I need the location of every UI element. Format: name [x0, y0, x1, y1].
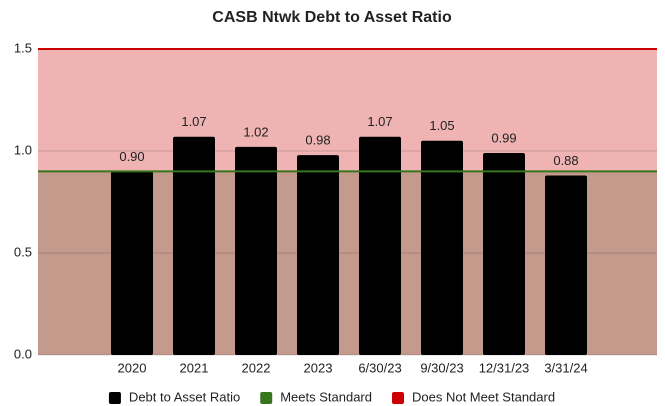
x-tick-label: 2021	[180, 360, 209, 375]
x-tick-label: 3/31/24	[544, 360, 587, 375]
legend-label: Does Not Meet Standard	[412, 389, 555, 404]
legend-swatch	[108, 392, 121, 404]
bar	[111, 171, 153, 355]
x-tick-label: 12/31/23	[479, 360, 530, 375]
y-tick-label: 1.0	[14, 142, 32, 157]
band	[38, 49, 657, 172]
x-tick-label: 2022	[242, 360, 271, 375]
bar	[545, 175, 587, 355]
bar	[173, 136, 215, 355]
y-tick-label: 0.0	[14, 346, 32, 361]
x-tick-label: 9/30/23	[420, 360, 463, 375]
legend-swatch	[391, 392, 404, 404]
bar	[297, 155, 339, 355]
x-tick-label: 6/30/23	[358, 360, 401, 375]
bar	[235, 146, 277, 355]
data-label: 1.07	[367, 114, 392, 129]
y-tick-label: 1.5	[14, 40, 32, 55]
bar	[421, 140, 463, 355]
y-tick-label: 0.5	[14, 244, 32, 259]
bar	[483, 153, 525, 355]
data-label: 0.98	[305, 133, 330, 148]
data-label: 1.05	[429, 118, 454, 133]
legend: Debt to Asset Ratio Meets Standard Does No…	[108, 389, 555, 404]
bar	[359, 136, 401, 355]
chart-title: CASB Ntwk Debt to Asset Ratio	[212, 9, 452, 26]
data-label: 0.88	[553, 153, 578, 168]
data-label: 0.99	[491, 130, 516, 145]
data-label: 1.02	[243, 124, 268, 139]
data-label: 1.07	[181, 114, 206, 129]
data-label: 0.90	[119, 149, 144, 164]
legend-label: Debt to Asset Ratio	[129, 389, 240, 404]
legend-swatch	[260, 392, 273, 404]
legend-label: Meets Standard	[280, 389, 372, 404]
x-tick-label: 2023	[304, 360, 333, 375]
x-tick-label: 2020	[118, 360, 147, 375]
